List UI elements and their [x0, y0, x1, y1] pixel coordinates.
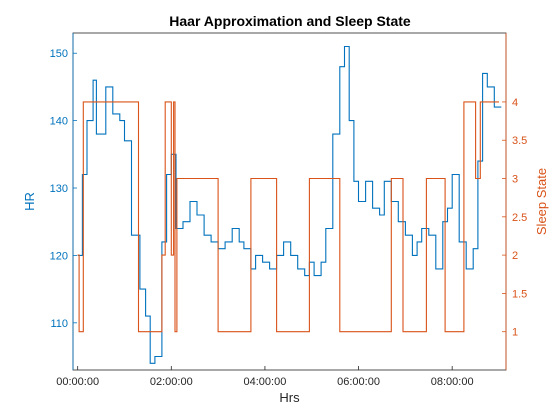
- y-right-tick-label: 2.5: [512, 212, 527, 224]
- y-left-tick-label: 120: [50, 250, 68, 262]
- y-left-tick-label: 110: [50, 318, 68, 330]
- y-axis-right: 1 1.5 2 2.5 3 3.5 4: [502, 33, 527, 370]
- y-axis-left-label: HR: [22, 192, 37, 211]
- y-right-tick-label: 3.5: [512, 135, 527, 147]
- y-right-tick-label: 1: [512, 327, 518, 339]
- x-tick-label: 08:00:00: [431, 376, 474, 388]
- y-axis-left: 110 120 130 140 150: [50, 33, 77, 370]
- plot-area: [77, 45, 502, 364]
- y-right-tick-label: 4: [512, 97, 518, 109]
- x-tick-label: 02:00:00: [150, 376, 193, 388]
- y-right-tick-label: 1.5: [512, 288, 527, 300]
- y-axis-right-label: Sleep State: [534, 168, 549, 235]
- x-tick-label: 00:00:00: [56, 376, 99, 388]
- x-tick-label: 06:00:00: [337, 376, 380, 388]
- y-left-tick-label: 140: [50, 116, 68, 128]
- series-line-hr: [77, 45, 502, 364]
- y-right-tick-label: 3: [512, 174, 518, 186]
- series-line-sleep-state: [77, 101, 499, 333]
- y-right-tick-label: 2: [512, 250, 518, 262]
- y-left-tick-label: 150: [50, 48, 68, 60]
- x-axis: 00:00:00 02:00:00 04:00:00 06:00:00 08:00:00: [56, 366, 474, 388]
- x-axis-label: Hrs: [279, 390, 300, 405]
- chart-title: Haar Approximation and Sleep State: [169, 13, 411, 29]
- y-left-tick-label: 130: [50, 183, 68, 195]
- x-tick-label: 04:00:00: [244, 376, 287, 388]
